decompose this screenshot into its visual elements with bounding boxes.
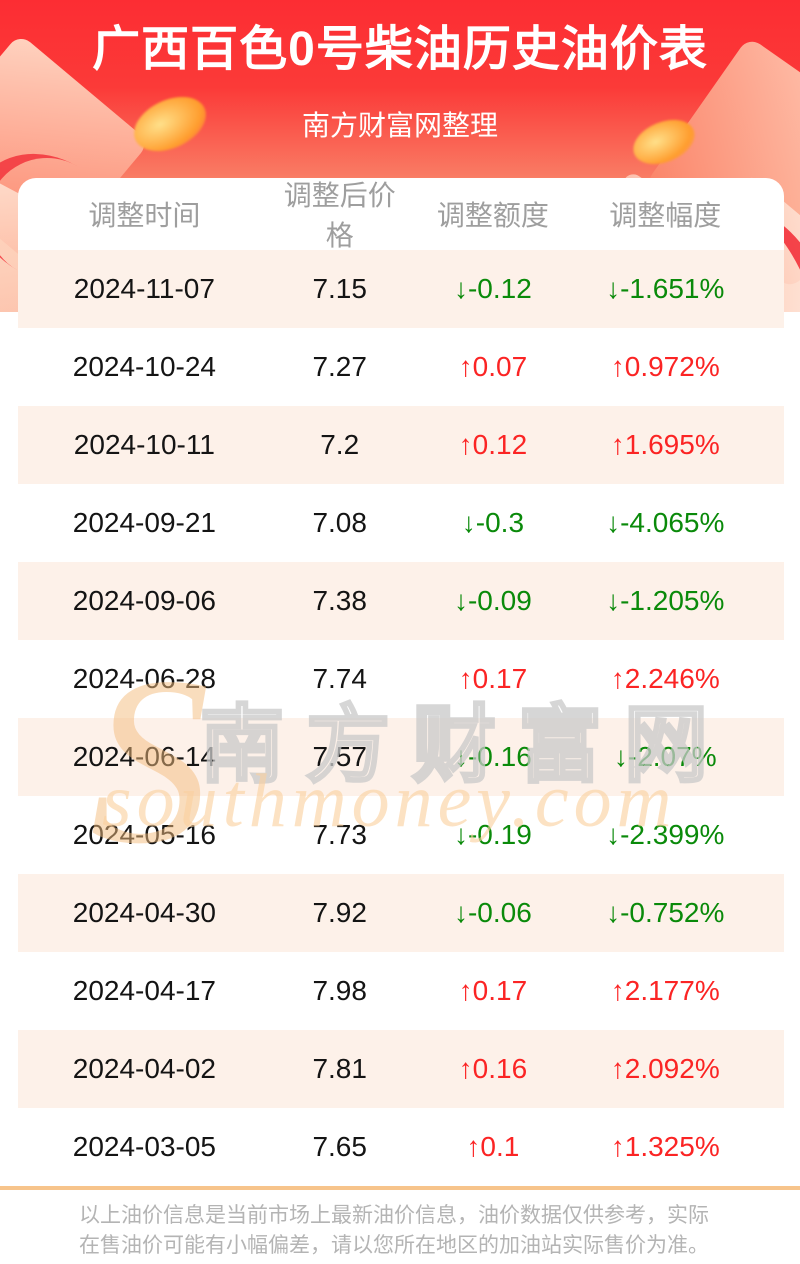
change-percent-cell: ↑2.092% — [610, 1053, 720, 1084]
table-row: 2024-06-14 7.57 ↓-0.16 ↓-2.07% — [18, 718, 784, 796]
change-percent-cell: ↓-4.065% — [606, 507, 725, 538]
change-percent-cell: ↓-2.07% — [613, 741, 717, 772]
price-cell: 7.38 — [312, 585, 367, 616]
price-cell: 7.15 — [312, 273, 367, 304]
table-header-row: 调整时间 调整后价格 调整额度 调整幅度 — [18, 178, 784, 251]
table-row: 2024-06-28 7.74 ↑0.17 ↑2.246% — [18, 640, 784, 718]
table-row: 2024-09-21 7.08 ↓-0.3 ↓-4.065% — [18, 484, 784, 562]
change-amount-cell: ↓-0.19 — [453, 819, 532, 850]
change-percent-cell: ↓-1.205% — [606, 585, 725, 616]
date-cell: 2024-10-11 — [73, 429, 215, 460]
column-header-pct: 调整幅度 — [609, 200, 722, 231]
footer: 以上油价信息是当前市场上最新油价信息，油价数据仅供参考，实际在售油价可能有小幅偏… — [0, 1190, 800, 1260]
table-row: 2024-10-11 7.2 ↑0.12 ↑1.695% — [18, 406, 784, 484]
change-amount-cell: ↓-0.12 — [453, 273, 532, 304]
change-amount-cell: ↑0.17 — [458, 663, 528, 694]
price-table-card: 调整时间 调整后价格 调整额度 调整幅度 2024-11-07 7.15 ↓-0… — [18, 178, 784, 1186]
price-cell: 7.65 — [312, 1131, 367, 1162]
price-cell: 7.74 — [312, 663, 367, 694]
change-percent-cell: ↓-1.651% — [606, 273, 725, 304]
date-cell: 2024-10-24 — [72, 351, 216, 382]
change-percent-cell: ↓-0.752% — [606, 897, 725, 928]
table-row: 2024-05-16 7.73 ↓-0.19 ↓-2.399% — [18, 796, 784, 874]
price-cell: 7.2 — [320, 429, 360, 460]
column-header-date: 调整时间 — [88, 200, 201, 231]
table-body: 2024-11-07 7.15 ↓-0.12 ↓-1.651% 2024-10-… — [18, 250, 784, 1186]
change-amount-cell: ↑0.16 — [458, 1053, 528, 1084]
change-amount-cell: ↑0.12 — [458, 429, 528, 460]
banner: 广西百色0号柴油历史油价表 南方财富网整理 — [0, 0, 800, 178]
date-cell: 2024-06-14 — [72, 741, 216, 772]
date-cell: 2024-11-07 — [73, 273, 215, 304]
footer-separator — [0, 1186, 800, 1190]
price-cell: 7.98 — [312, 975, 367, 1006]
change-percent-cell: ↑1.695% — [610, 429, 720, 460]
disclaimer-text: 以上油价信息是当前市场上最新油价信息，油价数据仅供参考，实际在售油价可能有小幅偏… — [79, 1204, 709, 1257]
price-cell: 7.08 — [312, 507, 367, 538]
date-cell: 2024-06-28 — [72, 663, 216, 694]
table-row: 2024-04-17 7.98 ↑0.17 ↑2.177% — [18, 952, 784, 1030]
change-amount-cell: ↑0.07 — [458, 351, 528, 382]
change-amount-cell: ↓-0.16 — [453, 741, 532, 772]
date-cell: 2024-09-06 — [72, 585, 216, 616]
change-amount-cell: ↓-0.3 — [461, 507, 525, 538]
date-cell: 2024-03-05 — [72, 1131, 216, 1162]
date-cell: 2024-05-16 — [72, 819, 216, 850]
table-row: 2024-04-30 7.92 ↓-0.06 ↓-0.752% — [18, 874, 784, 952]
table-row: 2024-09-06 7.38 ↓-0.09 ↓-1.205% — [18, 562, 784, 640]
table-row: 2024-03-05 7.65 ↑0.1 ↑1.325% — [18, 1108, 784, 1186]
change-amount-cell: ↓-0.09 — [453, 585, 532, 616]
change-percent-cell: ↑2.177% — [610, 975, 720, 1006]
column-header-price: 调整后价格 — [283, 180, 396, 251]
table-row: 2024-10-24 7.27 ↑0.07 ↑0.972% — [18, 328, 784, 406]
change-amount-cell: ↑0.1 — [466, 1131, 520, 1162]
change-percent-cell: ↓-2.399% — [606, 819, 725, 850]
table-row: 2024-11-07 7.15 ↓-0.12 ↓-1.651% — [18, 250, 784, 328]
change-percent-cell: ↑1.325% — [610, 1131, 720, 1162]
date-cell: 2024-04-30 — [72, 897, 216, 928]
change-percent-cell: ↑0.972% — [610, 351, 720, 382]
page-title: 广西百色0号柴油历史油价表 — [92, 23, 708, 76]
column-header-change: 调整额度 — [436, 200, 549, 231]
price-cell: 7.27 — [312, 351, 367, 382]
change-percent-cell: ↑2.246% — [610, 663, 720, 694]
change-amount-cell: ↑0.17 — [458, 975, 528, 1006]
date-cell: 2024-04-02 — [72, 1053, 216, 1084]
price-cell: 7.92 — [312, 897, 367, 928]
price-cell: 7.57 — [312, 741, 367, 772]
page-subtitle: 南方财富网整理 — [301, 110, 498, 141]
price-cell: 7.73 — [312, 819, 367, 850]
date-cell: 2024-09-21 — [72, 507, 216, 538]
change-amount-cell: ↓-0.06 — [453, 897, 532, 928]
table-row: 2024-04-02 7.81 ↑0.16 ↑2.092% — [18, 1030, 784, 1108]
date-cell: 2024-04-17 — [72, 975, 216, 1006]
price-cell: 7.81 — [312, 1053, 367, 1084]
